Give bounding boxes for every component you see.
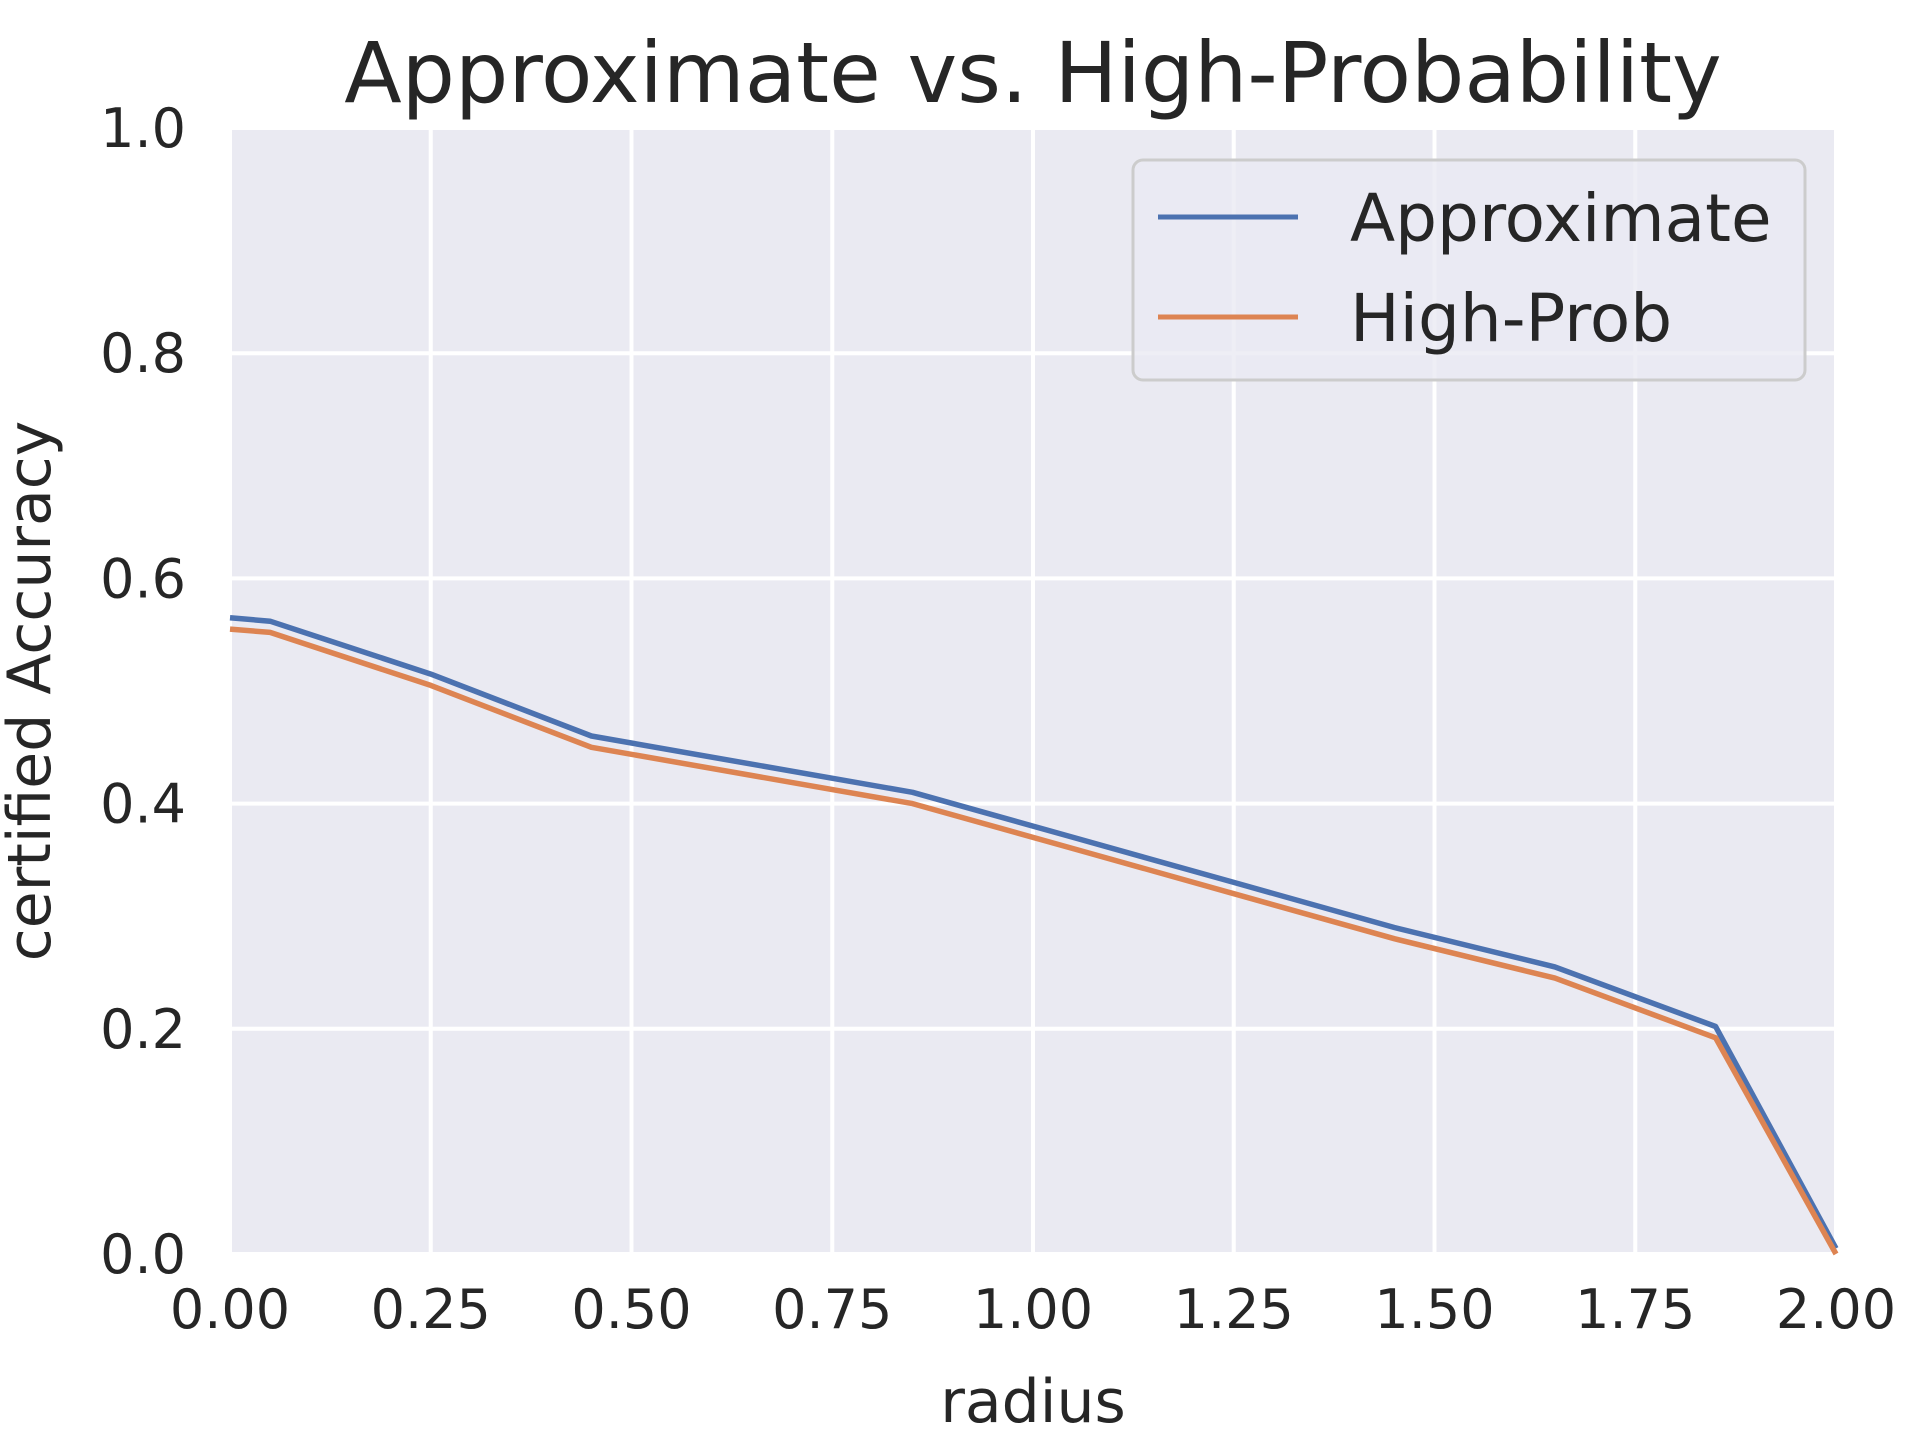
x-tick-label: 0.25 bbox=[371, 1278, 491, 1341]
x-tick-label: 1.00 bbox=[973, 1278, 1093, 1341]
legend-label-approximate: Approximate bbox=[1350, 180, 1772, 257]
x-tick-label: 0.50 bbox=[571, 1278, 691, 1341]
legend-label-high-prob: High-Prob bbox=[1350, 280, 1672, 357]
chart-title: Approximate vs. High-Probability bbox=[344, 24, 1722, 122]
y-tick-label: 0.6 bbox=[100, 547, 186, 610]
y-tick-label: 0.8 bbox=[100, 322, 186, 385]
series-lines bbox=[229, 615, 1839, 1256]
y-tick-label: 0.4 bbox=[100, 773, 186, 836]
y-tick-label: 1.0 bbox=[100, 97, 186, 160]
series-line-high-prob bbox=[229, 626, 1839, 1256]
y-tick-label: 0.2 bbox=[100, 998, 186, 1061]
x-tick-labels: 0.00 0.25 0.50 0.75 1.00 1.25 1.50 1.75 2.00 bbox=[170, 1278, 1896, 1341]
legend: Approximate High-Prob bbox=[1131, 158, 1807, 382]
y-tick-label: 0.0 bbox=[100, 1223, 186, 1286]
series-line-approximate bbox=[229, 615, 1839, 1250]
x-tick-label: 0.00 bbox=[170, 1278, 290, 1341]
legend-box bbox=[1131, 158, 1807, 382]
x-tick-label: 1.50 bbox=[1374, 1278, 1494, 1341]
y-axis-label: certified Accuracy bbox=[0, 421, 65, 962]
x-tick-label: 1.25 bbox=[1174, 1278, 1294, 1341]
x-axis-label: radius bbox=[940, 1367, 1125, 1437]
x-tick-label: 0.75 bbox=[772, 1278, 892, 1341]
y-gridlines bbox=[230, 126, 1836, 1256]
x-tick-label: 2.00 bbox=[1776, 1278, 1896, 1341]
y-tick-labels: 0.0 0.2 0.4 0.6 0.8 1.0 bbox=[100, 97, 186, 1286]
x-tick-label: 1.75 bbox=[1575, 1278, 1695, 1341]
